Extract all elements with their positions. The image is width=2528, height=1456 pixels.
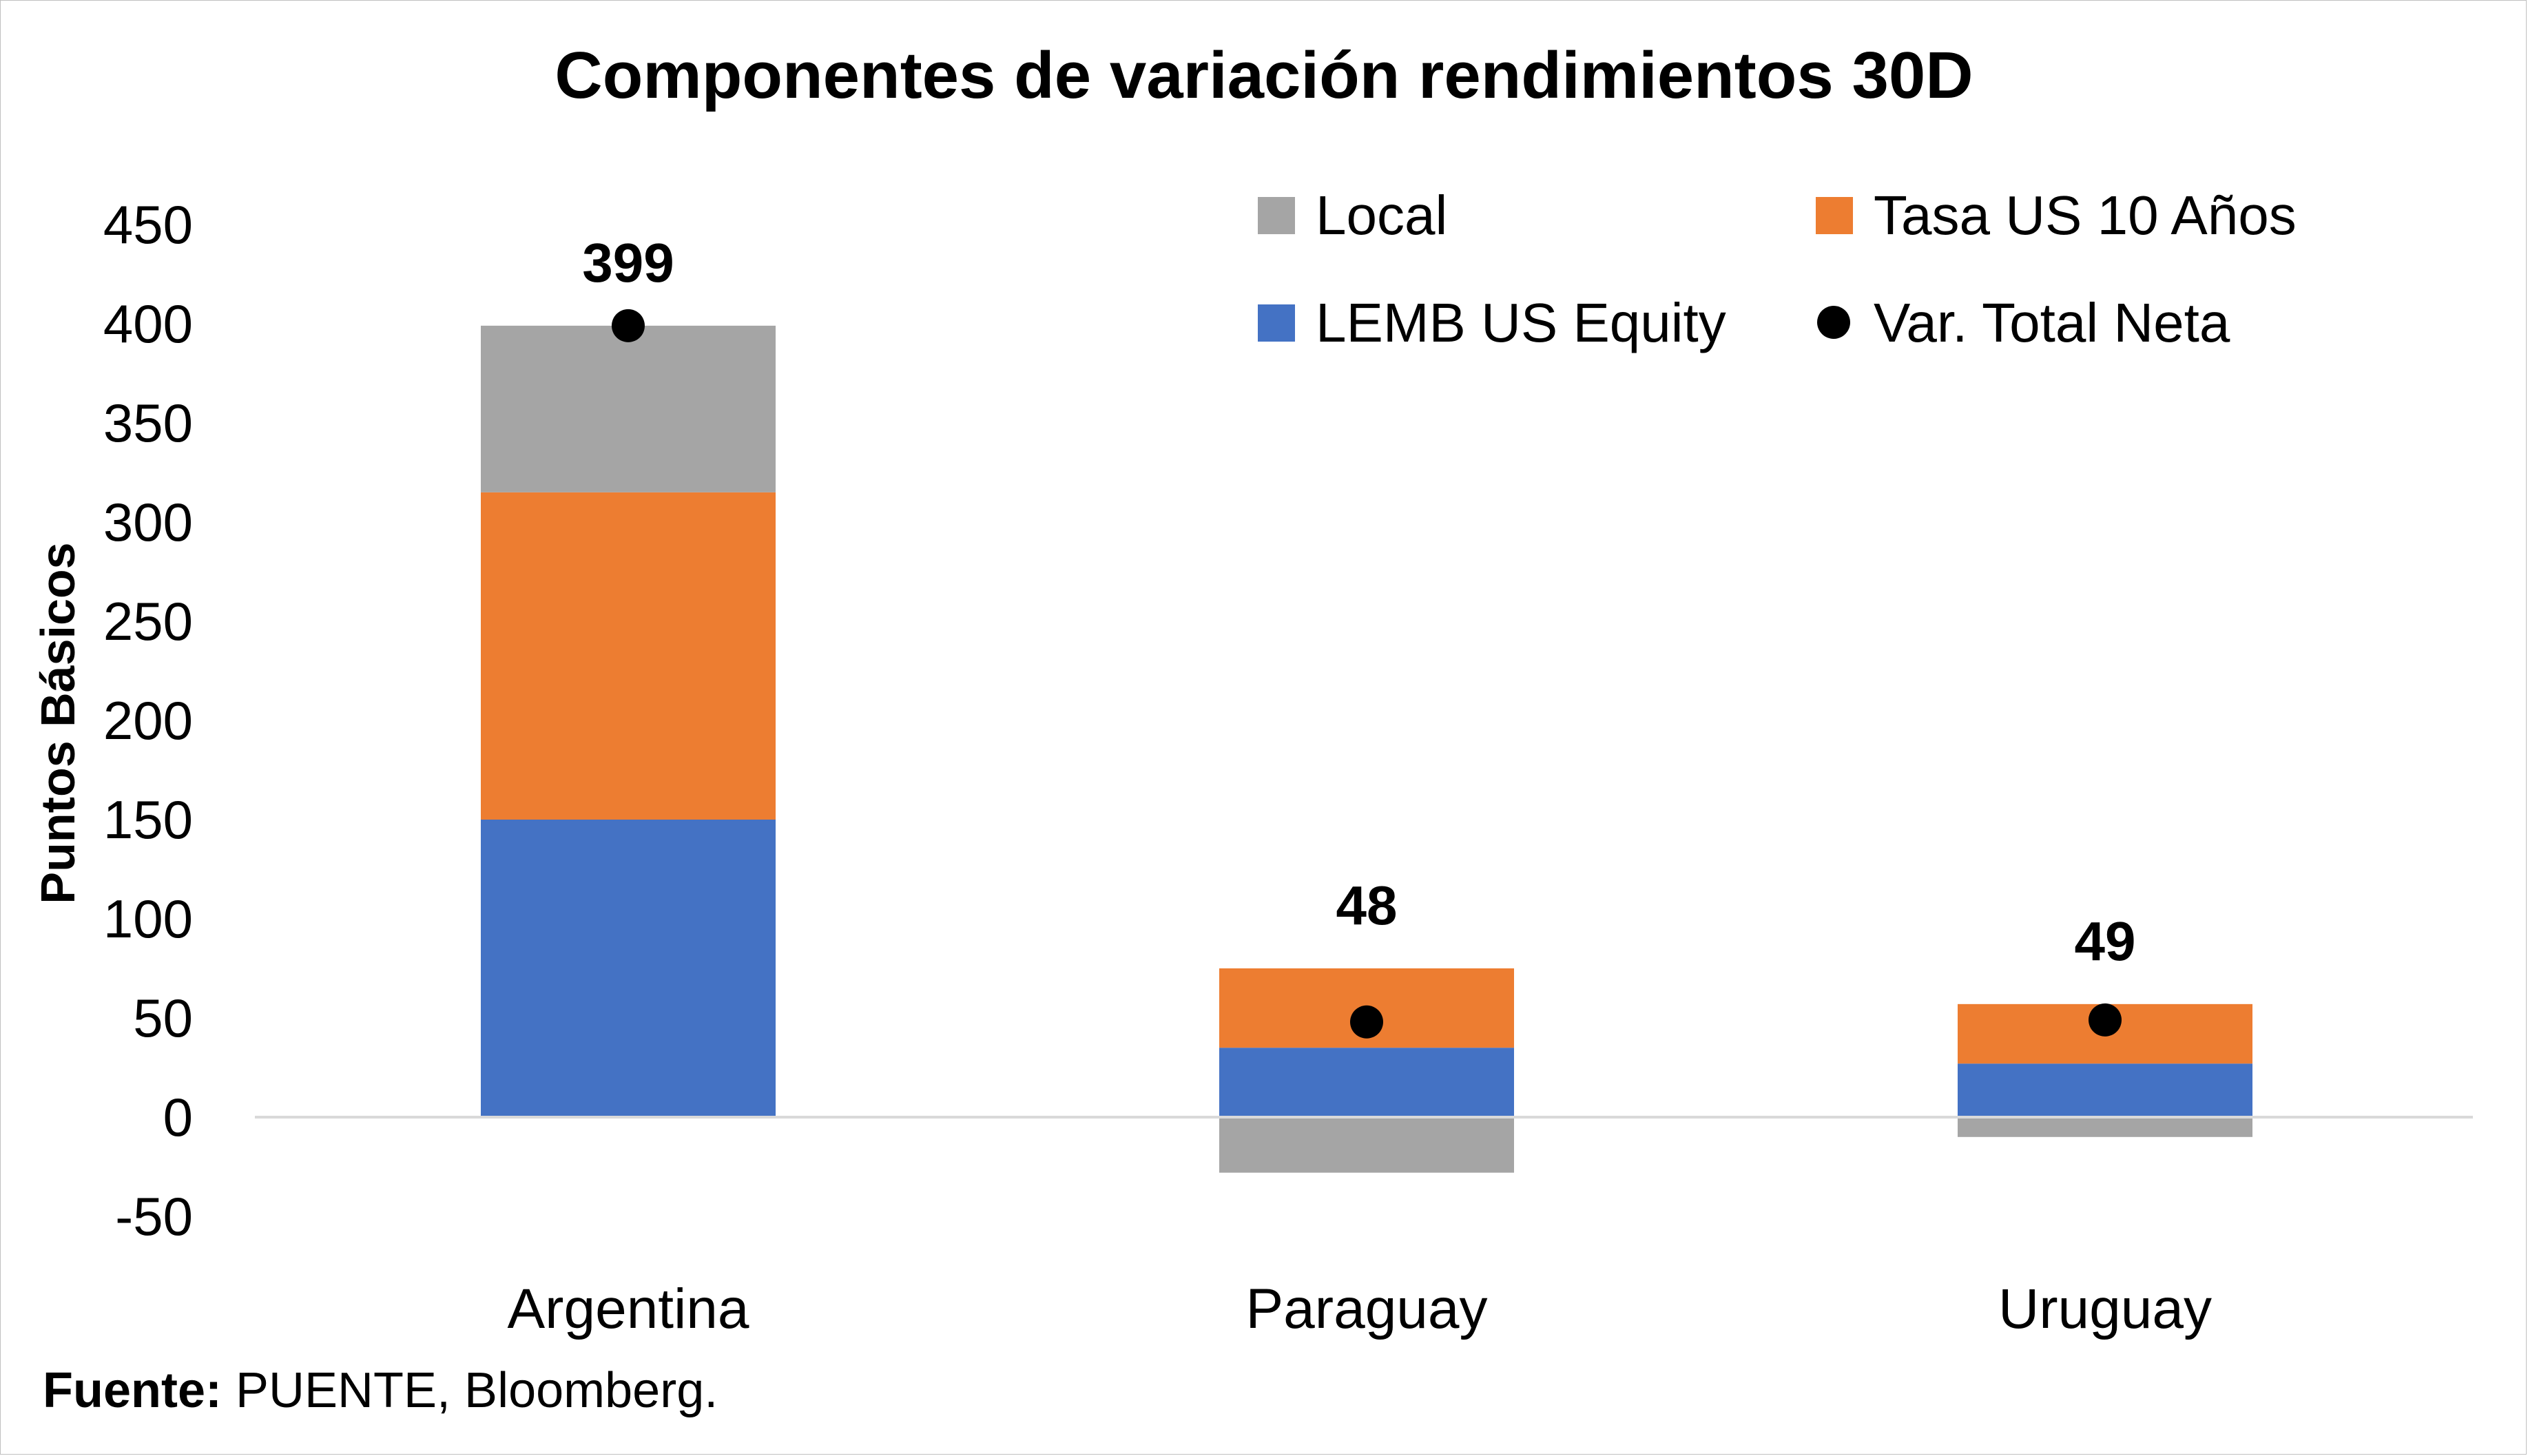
legend-swatch-local [1258, 197, 1295, 234]
data-label: 49 [2075, 911, 2136, 972]
legend: Local Tasa US 10 Años LEMB US Equity Var. T… [1258, 185, 2297, 353]
category-label: Uruguay [1998, 1278, 2212, 1340]
y-tick-label: 100 [103, 888, 193, 949]
y-tick-label: 0 [163, 1087, 193, 1147]
bar-segment [481, 492, 776, 820]
chart-title: Componentes de variación rendimientos 30… [555, 39, 1973, 112]
category-labels: Argentina Paraguay Uruguay [507, 1278, 2211, 1340]
bar-segment [1958, 1063, 2252, 1117]
legend-label-local: Local [1316, 185, 1447, 246]
category-label: Paraguay [1245, 1278, 1487, 1340]
y-tick-label: 400 [103, 293, 193, 354]
legend-swatch-tasa [1816, 197, 1853, 234]
y-tick-label: -50 [115, 1186, 193, 1247]
stacked-bars [481, 325, 2252, 1173]
data-label: 48 [1336, 875, 1398, 936]
source-prefix: Fuente: [43, 1363, 222, 1418]
y-tick-label: 200 [103, 690, 193, 751]
y-tick-label: 350 [103, 393, 193, 453]
bar-segment [1958, 1117, 2252, 1137]
data-label: 399 [582, 232, 674, 293]
total-markers: 399 48 49 [582, 232, 2135, 1039]
y-tick-label: 50 [133, 988, 193, 1048]
y-axis-ticks: -50 0 50 100 150 200 250 300 350 400 450 [103, 194, 193, 1247]
legend-label-var: Var. Total Neta [1874, 292, 2230, 353]
total-marker [1350, 1005, 1383, 1039]
legend-label-tasa: Tasa US 10 Años [1874, 185, 2297, 246]
y-tick-label: 450 [103, 194, 193, 255]
legend-marker-var [1817, 306, 1850, 339]
legend-label-lemb: LEMB US Equity [1316, 292, 1726, 353]
total-marker [612, 309, 645, 342]
y-tick-label: 300 [103, 492, 193, 552]
category-label: Argentina [507, 1278, 749, 1340]
bar-segment [1219, 1048, 1514, 1117]
total-marker [2089, 1003, 2122, 1037]
source-text: PUENTE, Bloomberg. [236, 1363, 718, 1418]
source-note: Fuente: PUENTE, Bloomberg. [43, 1362, 718, 1419]
y-tick-label: 150 [103, 789, 193, 850]
y-axis-label: Puntos Básicos [31, 542, 85, 904]
bar-segment [1219, 1117, 1514, 1173]
y-tick-label: 250 [103, 591, 193, 652]
bar-segment [481, 325, 776, 492]
legend-swatch-lemb [1258, 304, 1295, 342]
bar-segment [481, 820, 776, 1117]
